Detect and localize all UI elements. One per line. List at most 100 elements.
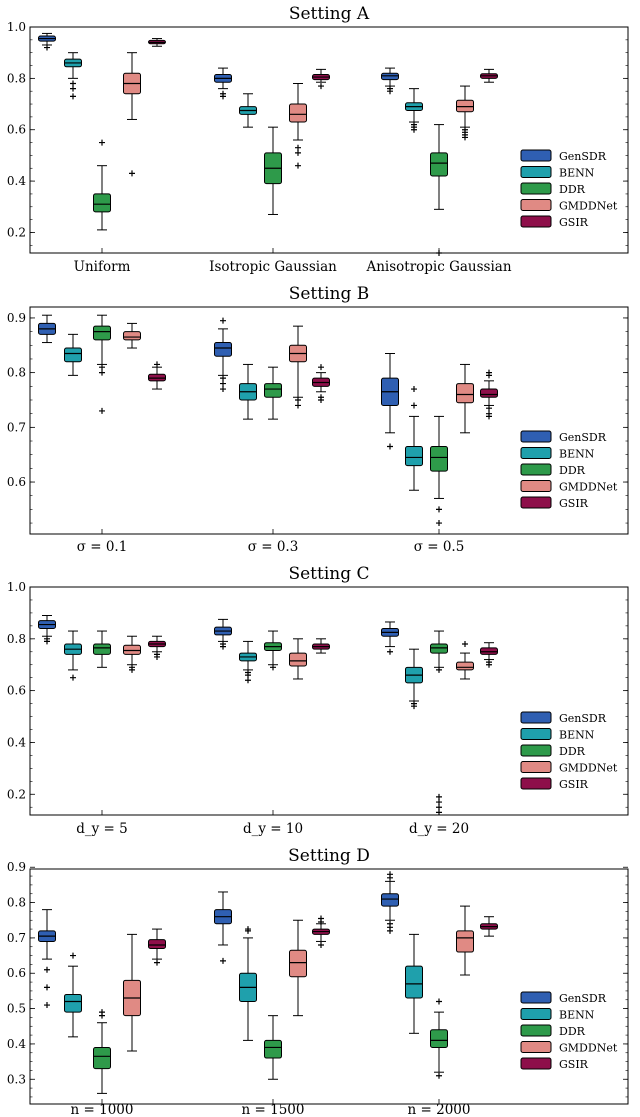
- outlier-marker: [387, 927, 393, 934]
- box-GenSDR-0: [38, 615, 56, 645]
- box-GenSDR-1: [214, 618, 232, 650]
- legend-swatch-GenSDR: [520, 149, 552, 162]
- outlier-marker: [486, 372, 492, 379]
- legend-label-GMDDNet: GMDDNet: [559, 200, 618, 213]
- outlier-marker: [436, 793, 442, 800]
- outlier-marker: [154, 959, 160, 966]
- box-BENN-2: [405, 933, 423, 1034]
- outlier-marker: [462, 641, 468, 647]
- outlier-marker: [486, 405, 492, 412]
- panel-title: Setting C: [288, 564, 369, 584]
- legend-label-GMDDNet: GMDDNet: [559, 1042, 618, 1055]
- outlier-marker: [44, 638, 50, 645]
- legend-swatch-BENN: [520, 166, 552, 178]
- y-tick-label: 0.6: [7, 966, 26, 980]
- box-DDR-1: [264, 1015, 282, 1080]
- outlier-marker: [318, 919, 324, 926]
- box-body: [405, 965, 423, 999]
- panel-1: Setting A 0.2 0.4 0.6 0.8 1.0 Uniform Isotropic…: [7, 4, 629, 275]
- outlier-marker: [486, 413, 492, 420]
- y-tick-label: 0.4: [7, 1037, 26, 1051]
- outlier-marker: [44, 44, 50, 51]
- y-tick-label: 0.9: [7, 860, 26, 874]
- outlier-marker: [99, 407, 105, 414]
- panel-title: Setting A: [289, 4, 370, 24]
- outlier-marker: [436, 520, 442, 527]
- legend-label-GenSDR: GenSDR: [559, 712, 607, 725]
- box-DDR-1: [264, 126, 282, 215]
- outlier-marker: [44, 984, 50, 991]
- outlier-marker: [411, 386, 417, 393]
- box-GMDDNet-2: [456, 905, 474, 976]
- box-BENN-0: [64, 333, 82, 376]
- panel-title: Setting B: [289, 284, 370, 304]
- legend-swatch-BENN: [520, 447, 552, 459]
- box-GMDDNet-2: [456, 363, 474, 434]
- box-DDR-1: [264, 630, 282, 671]
- category-label: σ = 0.3: [248, 539, 299, 555]
- box-GenSDR-1: [214, 317, 232, 393]
- box-body: [480, 388, 498, 398]
- box-GSIR-2: [480, 68, 498, 83]
- category-label: d_y = 20: [409, 821, 469, 837]
- box-DDR-2: [430, 124, 448, 256]
- outlier-marker: [318, 83, 324, 90]
- panel-title: Setting D: [288, 846, 370, 866]
- box-GenSDR-0: [38, 314, 56, 344]
- category-label: n = 2000: [408, 1102, 471, 1117]
- box-body: [430, 152, 448, 177]
- box-GMDDNet-0: [123, 635, 141, 673]
- legend-swatch-GSIR: [520, 496, 552, 509]
- box-GSIR-2: [480, 369, 498, 420]
- outlier-marker: [245, 672, 251, 679]
- y-tick-label: 0.8: [7, 71, 26, 85]
- box-body: [123, 331, 141, 341]
- outlier-marker: [154, 653, 160, 660]
- outlier-marker: [70, 952, 76, 959]
- outlier-marker: [70, 674, 76, 681]
- legend-label-BENN: BENN: [559, 448, 595, 461]
- box-GSIR-0: [148, 928, 166, 966]
- y-tick-label: 0.3: [7, 1072, 26, 1086]
- outlier-marker: [318, 941, 324, 948]
- legend-swatch-GenSDR: [520, 711, 552, 724]
- legend-label-GSIR: GSIR: [559, 1058, 589, 1071]
- legend-label-GSIR: GSIR: [559, 216, 589, 229]
- outlier-marker: [99, 369, 105, 376]
- outlier-marker: [70, 80, 76, 87]
- box-body: [64, 993, 82, 1013]
- outlier-marker: [220, 317, 226, 324]
- box-GMDDNet-1: [289, 919, 307, 1017]
- box-GSIR-1: [312, 364, 330, 403]
- plot-frame: [29, 868, 629, 1105]
- legend: GenSDR BENN DDR GMDDNet GSIR: [520, 149, 618, 229]
- box-body: [289, 103, 307, 123]
- y-tick-label: 1.0: [7, 580, 26, 594]
- legend-swatch-GMDDNet: [520, 199, 552, 211]
- legend-label-GenSDR: GenSDR: [559, 150, 607, 163]
- box-GSIR-1: [312, 68, 330, 90]
- outlier-marker: [436, 1072, 442, 1079]
- outlier-marker: [220, 93, 226, 100]
- y-tick-label: 0.8: [7, 366, 26, 380]
- box-BENN-0: [64, 52, 82, 100]
- outlier-marker: [295, 144, 301, 151]
- legend-label-BENN: BENN: [559, 167, 595, 180]
- box-DDR-2: [430, 630, 448, 816]
- box-GMDDNet-0: [123, 933, 141, 1052]
- legend-swatch-DDR: [520, 744, 552, 757]
- outlier-marker: [436, 506, 442, 513]
- box-body: [93, 325, 111, 341]
- box-GMDDNet-1: [289, 325, 307, 409]
- outlier-marker: [318, 396, 324, 403]
- outlier-marker: [220, 380, 226, 387]
- legend: GenSDR BENN DDR GMDDNet GSIR: [520, 991, 618, 1071]
- outlier-marker: [387, 648, 393, 655]
- legend: GenSDR BENN DDR GMDDNet GSIR: [520, 711, 618, 791]
- box-GSIR-0: [148, 635, 166, 660]
- outlier-marker: [220, 643, 226, 650]
- box-DDR-1: [264, 366, 282, 420]
- y-tick-label: 0.6: [7, 123, 26, 137]
- outlier-marker: [387, 88, 393, 95]
- legend-swatch-GSIR: [520, 215, 552, 228]
